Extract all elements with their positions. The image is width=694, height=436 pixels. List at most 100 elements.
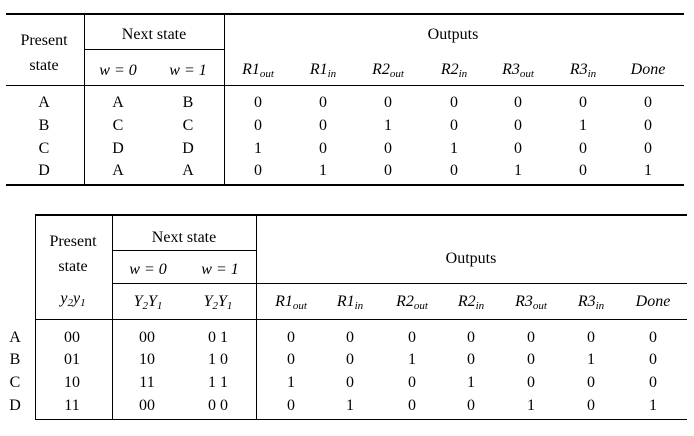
output-cell: 1 bbox=[287, 374, 295, 391]
output-cell: 0 bbox=[287, 329, 295, 346]
present-state-cell: D bbox=[38, 162, 50, 179]
state-code-cell: 00 bbox=[64, 329, 80, 346]
w1-header: w = 1 bbox=[169, 62, 207, 79]
next-state-w0-cell: C bbox=[112, 117, 124, 134]
w0-header: w = 0 bbox=[129, 261, 167, 278]
output-cell: 1 bbox=[467, 374, 475, 391]
output-column-header: R1in bbox=[309, 61, 337, 80]
state-code-cell: 10 bbox=[64, 374, 80, 391]
Y2Y1-header-w1: Y2Y1 bbox=[203, 293, 233, 312]
output-cell: 0 bbox=[346, 329, 354, 346]
output-column-header: R3out bbox=[502, 61, 534, 80]
table-rule-vertical bbox=[84, 14, 85, 186]
output-cell: 0 bbox=[408, 397, 416, 414]
output-cell: 0 bbox=[587, 329, 595, 346]
output-cell: 0 bbox=[254, 117, 262, 134]
output-cell: 1 bbox=[587, 351, 595, 368]
state-header: state bbox=[58, 258, 88, 275]
output-column-header: R3in bbox=[569, 61, 597, 80]
output-cell: 1 bbox=[408, 351, 416, 368]
output-cell: 1 bbox=[579, 117, 587, 134]
output-cell: 0 bbox=[514, 117, 522, 134]
output-cell: 0 bbox=[527, 329, 535, 346]
output-cell: 0 bbox=[587, 397, 595, 414]
output-cell: 1 bbox=[346, 397, 354, 414]
output-cell: 1 bbox=[527, 397, 535, 414]
next-state-w1-cell: C bbox=[182, 117, 194, 134]
output-cell: 1 bbox=[254, 140, 262, 157]
next-state-w0-cell: A bbox=[112, 94, 124, 111]
table-rule-top bbox=[6, 13, 684, 15]
next-code-w1-cell: 0 1 bbox=[208, 329, 228, 346]
output-cell: 0 bbox=[254, 162, 262, 179]
output-cell: 1 bbox=[384, 117, 392, 134]
output-cell: 0 bbox=[319, 94, 327, 111]
output-cell: 1 bbox=[319, 162, 327, 179]
next-state-w0-cell: D bbox=[112, 140, 124, 157]
Y2Y1-header-w0: Y2Y1 bbox=[133, 293, 163, 312]
output-cell: 1 bbox=[450, 140, 458, 157]
output-cell: 0 bbox=[287, 351, 295, 368]
table-rule-bottom bbox=[6, 184, 684, 186]
output-cell: 0 bbox=[450, 162, 458, 179]
output-column-header: R3in bbox=[577, 293, 605, 312]
state-label: D bbox=[9, 397, 21, 414]
output-cell: 0 bbox=[467, 351, 475, 368]
state-label: C bbox=[9, 374, 21, 391]
state-label: B bbox=[9, 351, 21, 368]
next-state-w1-cell: B bbox=[182, 94, 194, 111]
table-rule-vertical bbox=[112, 214, 113, 420]
output-cell: 0 bbox=[346, 351, 354, 368]
output-column-header: R1out bbox=[275, 293, 307, 312]
present-header: Present bbox=[49, 233, 97, 250]
outputs-header: Outputs bbox=[445, 250, 497, 267]
outputs-header: Outputs bbox=[427, 26, 479, 43]
output-cell: 0 bbox=[649, 374, 657, 391]
table-rule-bottom bbox=[35, 419, 687, 420]
next-code-w0-cell: 11 bbox=[139, 374, 155, 391]
table-rule bbox=[113, 283, 687, 284]
output-column-header: R2in bbox=[440, 61, 468, 80]
output-cell: 0 bbox=[450, 117, 458, 134]
output-column-header: R2out bbox=[372, 61, 404, 80]
output-cell: 0 bbox=[514, 94, 522, 111]
w0-header: w = 0 bbox=[99, 62, 137, 79]
output-cell: 0 bbox=[254, 94, 262, 111]
table-rule-vertical bbox=[256, 214, 257, 420]
output-cell: 0 bbox=[319, 140, 327, 157]
output-cell: 0 bbox=[408, 374, 416, 391]
output-cell: 0 bbox=[644, 140, 652, 157]
table-rule-vertical bbox=[224, 14, 225, 186]
output-column-header: R1out bbox=[242, 61, 274, 80]
state-code-cell: 01 bbox=[64, 351, 80, 368]
present-state-cell: A bbox=[38, 94, 50, 111]
next-code-w0-cell: 00 bbox=[139, 329, 155, 346]
state-code-cell: 11 bbox=[64, 397, 80, 414]
next-code-w0-cell: 10 bbox=[139, 351, 155, 368]
next-state-w1-cell: D bbox=[182, 140, 194, 157]
output-column-header: Done bbox=[630, 61, 666, 78]
output-cell: 0 bbox=[644, 94, 652, 111]
output-cell: 0 bbox=[649, 351, 657, 368]
output-cell: 0 bbox=[287, 397, 295, 414]
table-rule bbox=[113, 250, 257, 251]
table-rule bbox=[35, 319, 687, 320]
output-cell: 0 bbox=[649, 329, 657, 346]
output-cell: 0 bbox=[319, 117, 327, 134]
table-rule bbox=[6, 85, 684, 86]
present-header: Present bbox=[20, 32, 68, 49]
next-code-w1-cell: 1 0 bbox=[208, 351, 228, 368]
output-cell: 0 bbox=[384, 162, 392, 179]
output-column-header: R3out bbox=[515, 293, 547, 312]
output-cell: 0 bbox=[579, 94, 587, 111]
next-state-w0-cell: A bbox=[112, 162, 124, 179]
output-cell: 0 bbox=[408, 329, 416, 346]
output-column-header: R1in bbox=[336, 293, 364, 312]
output-cell: 0 bbox=[644, 117, 652, 134]
table-rule-top bbox=[35, 214, 687, 216]
output-cell: 0 bbox=[527, 374, 535, 391]
output-cell: 0 bbox=[579, 162, 587, 179]
next-code-w1-cell: 1 1 bbox=[208, 374, 228, 391]
output-cell: 0 bbox=[346, 374, 354, 391]
output-cell: 0 bbox=[467, 397, 475, 414]
